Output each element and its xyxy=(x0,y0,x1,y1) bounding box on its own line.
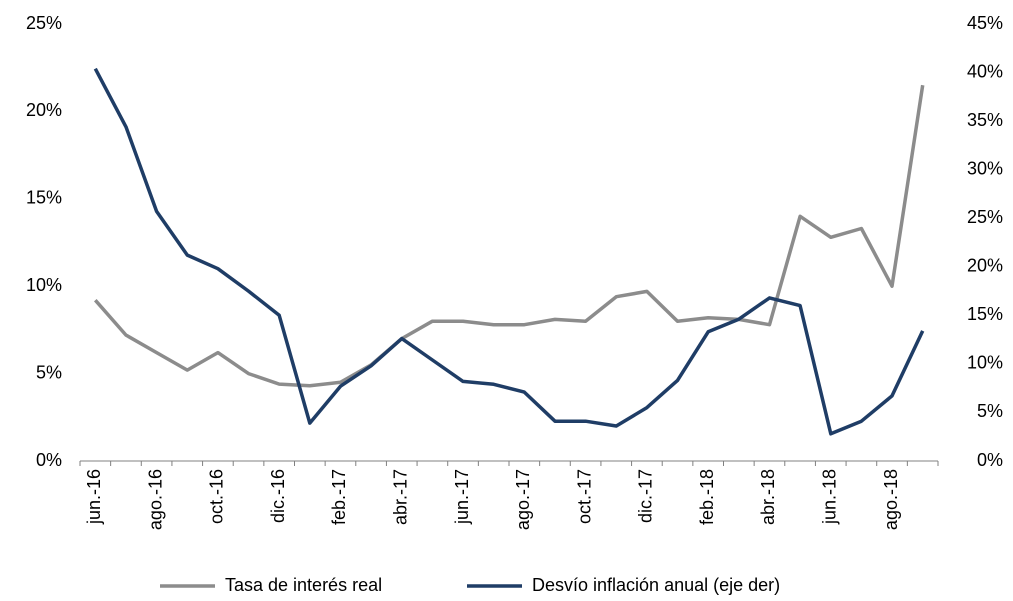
x-tick-label: oct.-17 xyxy=(574,469,594,524)
y2-tick-label: 25% xyxy=(967,207,1003,227)
y-tick-label: 25% xyxy=(26,13,62,33)
x-tick-label: ago.-18 xyxy=(881,469,901,530)
x-tick-label: oct.-16 xyxy=(207,469,227,524)
legend-label: Desvío inflación anual (eje der) xyxy=(532,575,780,595)
y2-tick-label: 35% xyxy=(967,110,1003,130)
x-tick-label: abr.-18 xyxy=(758,469,778,525)
y2-tick-label: 10% xyxy=(967,353,1003,373)
series-line xyxy=(93,84,925,388)
series-line xyxy=(93,67,925,436)
x-tick-label: jun.-16 xyxy=(84,469,104,525)
x-tick-label: abr.-17 xyxy=(391,469,411,525)
y-tick-label: 0% xyxy=(36,450,62,470)
x-tick-label: jun.-18 xyxy=(820,469,840,525)
x-tick-label: feb.-18 xyxy=(697,469,717,525)
legend-label: Tasa de interés real xyxy=(225,575,382,595)
y-tick-label: 20% xyxy=(26,100,62,120)
y2-tick-label: 0% xyxy=(977,450,1003,470)
x-tick-label: jun.-17 xyxy=(452,469,472,525)
y2-tick-label: 30% xyxy=(967,158,1003,178)
y2-tick-label: 15% xyxy=(967,304,1003,324)
x-tick-label: ago.-16 xyxy=(145,469,165,530)
x-tick-label: dic.-17 xyxy=(636,469,656,523)
y2-tick-label: 5% xyxy=(977,401,1003,421)
x-tick-label: dic.-16 xyxy=(268,469,288,523)
y2-tick-label: 45% xyxy=(967,13,1003,33)
x-tick-label: ago.-17 xyxy=(513,469,533,530)
y-tick-label: 10% xyxy=(26,275,62,295)
y2-tick-label: 40% xyxy=(967,61,1003,81)
y2-tick-label: 20% xyxy=(967,256,1003,276)
y-tick-label: 5% xyxy=(36,362,62,382)
y-tick-label: 15% xyxy=(26,188,62,208)
x-tick-label: feb.-17 xyxy=(329,469,349,525)
